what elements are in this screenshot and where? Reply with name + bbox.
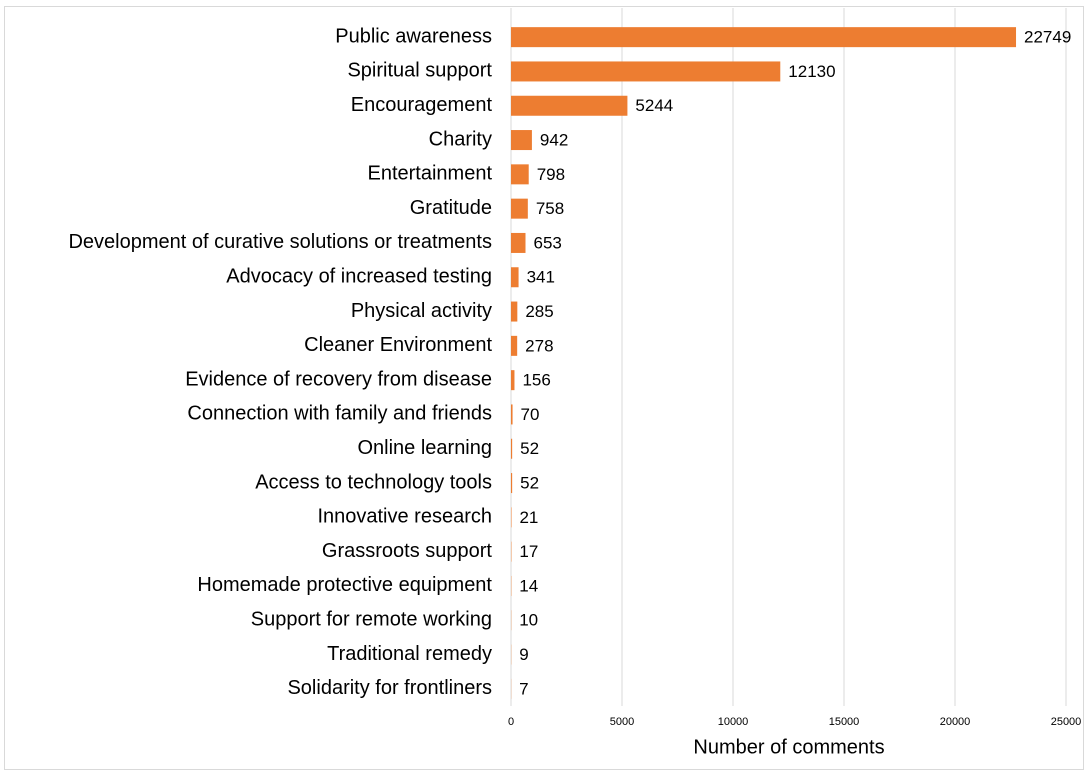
- category-label: Cleaner Environment: [304, 334, 492, 356]
- category-label: Spiritual support: [347, 60, 492, 82]
- value-label: 10: [519, 611, 538, 630]
- bar: [511, 61, 781, 82]
- bar: [511, 95, 628, 116]
- value-label: 22749: [1024, 28, 1071, 47]
- category-label: Innovative research: [317, 506, 492, 528]
- category-label: Grassroots support: [322, 540, 493, 562]
- value-label: 17: [519, 542, 538, 561]
- category-label: Access to technology tools: [255, 471, 492, 493]
- bar: [511, 27, 1017, 48]
- x-tick-label: 0: [508, 716, 514, 728]
- category-label: Connection with family and friends: [187, 403, 492, 425]
- bar: [511, 404, 513, 425]
- x-tick-label: 15000: [829, 716, 860, 728]
- bar: [511, 198, 528, 219]
- category-label: Homemade protective equipment: [197, 574, 492, 596]
- value-label: 942: [540, 131, 568, 150]
- bar: [511, 267, 519, 288]
- category-label: Development of curative solutions or tre…: [68, 231, 492, 253]
- bar: [511, 232, 526, 253]
- frame: [4, 6, 1084, 770]
- category-label: Support for remote working: [251, 609, 492, 631]
- bar: [511, 301, 518, 322]
- category-label: Encouragement: [351, 94, 493, 116]
- category-label: Evidence of recovery from disease: [185, 368, 492, 390]
- bar: [511, 164, 529, 185]
- category-label: Physical activity: [351, 300, 492, 322]
- category-label: Advocacy of increased testing: [226, 266, 492, 288]
- value-label: 21: [519, 508, 538, 527]
- value-label: 285: [525, 302, 553, 321]
- bar: [511, 335, 518, 356]
- bar: [511, 473, 513, 494]
- category-label: Charity: [429, 128, 492, 150]
- category-label: Gratitude: [410, 197, 492, 219]
- category-label: Solidarity for frontliners: [287, 677, 492, 699]
- value-label: 341: [527, 268, 555, 287]
- category-label: Public awareness: [335, 25, 492, 47]
- value-label: 278: [525, 336, 553, 355]
- x-tick-label: 25000: [1051, 716, 1082, 728]
- value-label: 798: [537, 165, 565, 184]
- x-tick-label: 10000: [718, 716, 749, 728]
- value-label: 653: [533, 233, 561, 252]
- bar: [511, 130, 532, 151]
- value-label: 5244: [635, 96, 673, 115]
- value-label: 12130: [788, 62, 835, 81]
- value-label: 156: [522, 371, 550, 390]
- value-label: 7: [519, 679, 528, 698]
- value-label: 52: [520, 439, 539, 458]
- x-tick-label: 20000: [940, 716, 971, 728]
- x-axis-title: Number of comments: [693, 736, 884, 758]
- category-label: Traditional remedy: [327, 643, 492, 665]
- value-label: 70: [521, 405, 540, 424]
- value-label: 9: [519, 645, 528, 664]
- x-tick-label: 5000: [610, 716, 634, 728]
- value-label: 758: [536, 199, 564, 218]
- bar: [511, 438, 513, 459]
- bar: [511, 370, 515, 391]
- value-label: 52: [520, 474, 539, 493]
- value-label: 14: [519, 576, 538, 595]
- category-label: Online learning: [357, 437, 492, 459]
- category-label: Entertainment: [367, 163, 492, 185]
